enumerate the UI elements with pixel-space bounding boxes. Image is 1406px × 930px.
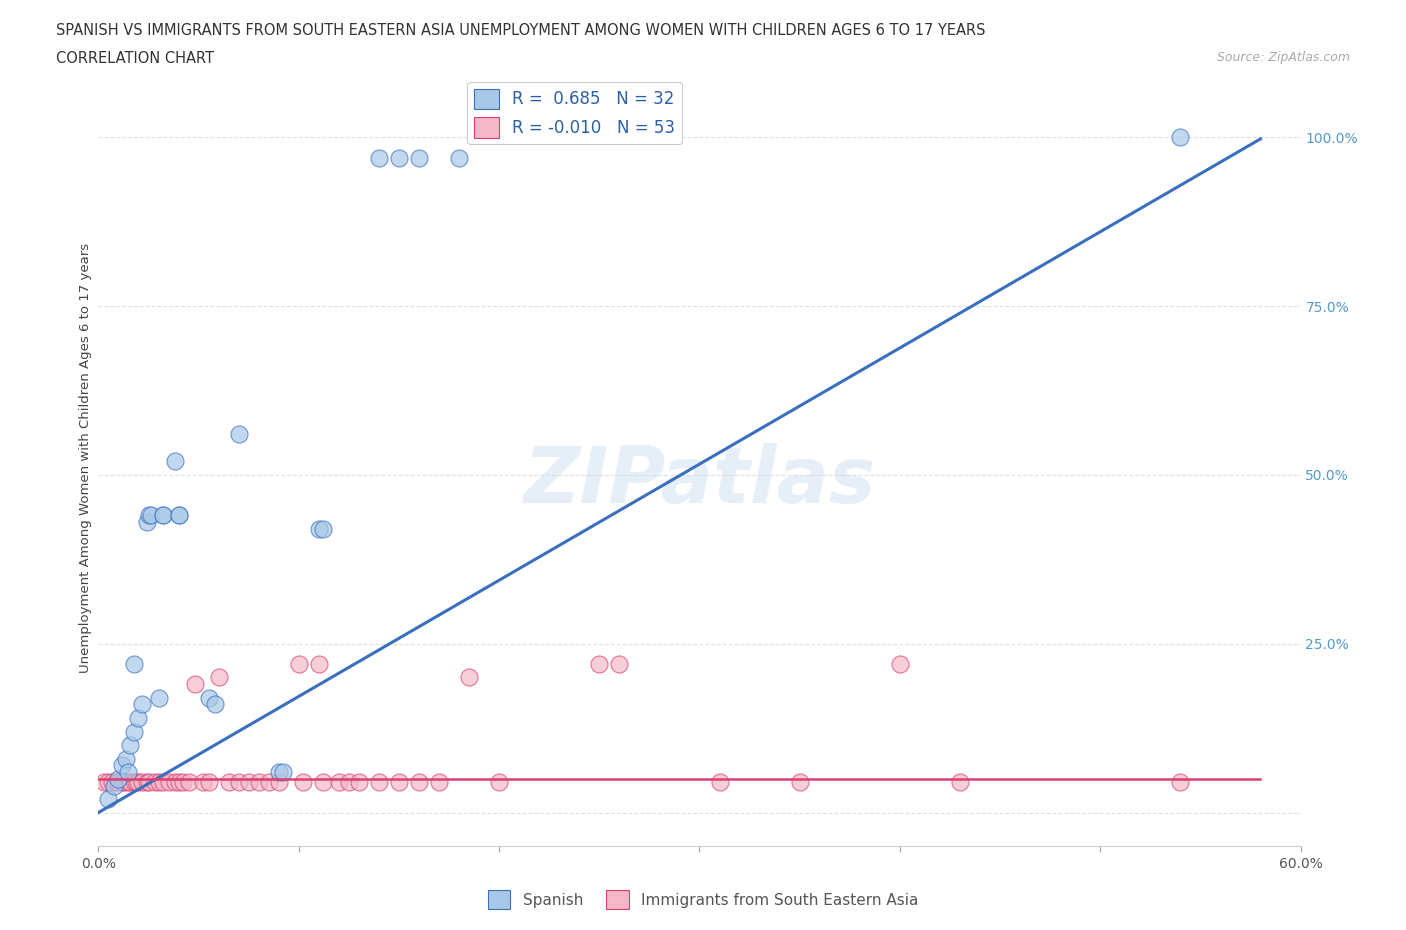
Point [458, 670, 481, 684]
Point [138, 775, 160, 790]
Point [347, 775, 370, 790]
Point [238, 775, 260, 790]
Point [218, 775, 240, 790]
Point [204, 698, 226, 712]
Point [368, 775, 391, 790]
Point [111, 758, 134, 773]
Point [312, 775, 335, 790]
Point [308, 522, 330, 537]
Point [167, 508, 190, 523]
Point [447, 150, 470, 165]
Text: ZIPatlas: ZIPatlas [523, 444, 876, 519]
Point [124, 724, 146, 739]
Legend: R =  0.685   N = 32, R = -0.010   N = 53: R = 0.685 N = 32, R = -0.010 N = 53 [467, 82, 682, 144]
Point [143, 775, 166, 790]
Point [101, 775, 124, 790]
Point [288, 657, 311, 671]
Point [120, 775, 142, 790]
Point [128, 775, 150, 790]
Point [709, 775, 731, 790]
Point [157, 775, 180, 790]
Point [107, 771, 129, 786]
Point [163, 454, 186, 469]
Point [388, 775, 411, 790]
Text: Source: ZipAtlas.com: Source: ZipAtlas.com [1216, 51, 1350, 64]
Point [1170, 130, 1192, 145]
Point [107, 775, 129, 790]
Point [789, 775, 811, 790]
Point [889, 657, 911, 671]
Point [228, 427, 250, 442]
Point [97, 791, 120, 806]
Point [1170, 775, 1192, 790]
Point [152, 508, 174, 523]
Point [408, 150, 430, 165]
Point [368, 150, 391, 165]
Point [117, 764, 139, 779]
Point [257, 775, 280, 790]
Point [247, 775, 270, 790]
Point [97, 775, 120, 790]
Point [291, 775, 314, 790]
Point [115, 751, 138, 766]
Point [111, 775, 134, 790]
Point [267, 764, 290, 779]
Point [172, 775, 194, 790]
Point [208, 670, 231, 684]
Text: SPANISH VS IMMIGRANTS FROM SOUTH EASTERN ASIA UNEMPLOYMENT AMONG WOMEN WITH CHIL: SPANISH VS IMMIGRANTS FROM SOUTH EASTERN… [56, 23, 986, 38]
Point [135, 514, 157, 529]
Point [328, 775, 350, 790]
Point [138, 508, 160, 523]
Point [609, 657, 631, 671]
Point [167, 775, 190, 790]
Point [152, 508, 174, 523]
Point [949, 775, 972, 790]
Point [267, 775, 290, 790]
Point [152, 775, 174, 790]
Point [103, 778, 125, 793]
Point [93, 775, 115, 790]
Point [124, 775, 146, 790]
Point [135, 775, 157, 790]
Point [139, 508, 162, 523]
Point [148, 690, 170, 705]
Point [197, 690, 219, 705]
Point [117, 775, 139, 790]
Point [228, 775, 250, 790]
Point [337, 775, 360, 790]
Point [312, 522, 335, 537]
Point [148, 775, 170, 790]
Point [124, 657, 146, 671]
Legend: Spanish, Immigrants from South Eastern Asia: Spanish, Immigrants from South Eastern A… [481, 884, 925, 915]
Point [120, 737, 142, 752]
Point [163, 775, 186, 790]
Point [588, 657, 610, 671]
Point [183, 677, 205, 692]
Point [427, 775, 450, 790]
Point [488, 775, 510, 790]
Point [197, 775, 219, 790]
Y-axis label: Unemployment Among Women with Children Ages 6 to 17 years: Unemployment Among Women with Children A… [79, 243, 91, 673]
Point [191, 775, 214, 790]
Point [125, 775, 148, 790]
Text: CORRELATION CHART: CORRELATION CHART [56, 51, 214, 66]
Point [408, 775, 430, 790]
Point [105, 775, 128, 790]
Point [131, 698, 153, 712]
Point [177, 775, 200, 790]
Point [167, 508, 190, 523]
Point [271, 764, 294, 779]
Point [388, 150, 411, 165]
Point [308, 657, 330, 671]
Point [131, 775, 153, 790]
Point [114, 775, 136, 790]
Point [128, 711, 150, 725]
